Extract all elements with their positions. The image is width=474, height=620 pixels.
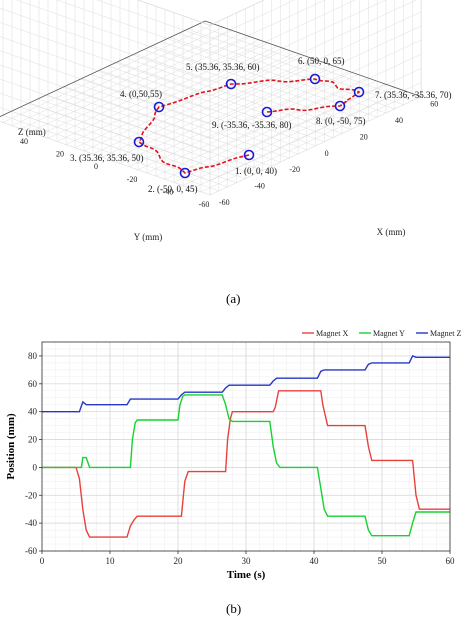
wall-grid-line [209,82,422,182]
wall-grid-line [0,22,211,97]
wall-grid-line [0,107,211,182]
axis-line-y-edge [0,20,206,118]
y-axis-label: Y (mm) [134,232,162,242]
trajectory-line [137,78,361,174]
floor-grid-line [187,28,404,106]
series-line-magnet-z [42,355,450,413]
wall-grid-line [0,64,211,139]
y-tick-label: -60 [25,546,37,556]
wall-grid-line [209,53,422,153]
x-tick-label: 0 [325,149,329,158]
target-label: 4. (0,50,55) [120,89,162,99]
x-tick-label: 20 [174,556,184,566]
wall-grid-line [56,0,211,54]
floor-grid-line [20,30,233,130]
x-tick-label: 30 [242,556,252,566]
series-line-magnet-x [42,390,450,538]
y-tick-label: -20 [25,490,37,500]
target-marker [179,167,191,179]
y-tick-label: 40 [28,407,38,417]
x-tick-label: 40 [395,116,403,125]
y-axis-label: Position (mm) [5,413,17,480]
x-tick-label: -40 [254,182,265,191]
legend-label: Magnet X [316,329,348,338]
y-tick-label: -60 [199,200,210,209]
target-label: 8. (0, -50, 75) [316,116,366,126]
target-marker [353,86,365,98]
target-marker [261,106,273,118]
y-tick-label: -40 [163,187,174,196]
trajectory-3d-chart: 3040506070806040200-20-40-60-60-40-20020… [0,0,452,242]
wall-grid-line [0,78,211,153]
target-label: 3. (35.36, 35.36, 50) [70,153,144,163]
panel-a-label: (a) [226,291,241,306]
z-axis-label: Z (mm) [18,127,46,137]
position-time-chart: 0 10 20 30 40 50 60 -60 -40 -20 0 20 40 60 80 Time (s) P… [5,329,461,581]
y-tick-label: 20 [56,150,64,159]
x-tick-label: 0 [40,556,45,566]
target-label: 5. (35.36, 35.36, 60) [186,62,260,72]
wall-grid-line [209,0,326,54]
x-tick-label: 20 [360,132,368,141]
floor-grid-line [29,33,242,133]
x-axis-label: Time (s) [227,569,266,581]
y-tick-label: -40 [25,518,37,528]
wall-grid-line [209,0,356,68]
wall-grid-line [0,36,211,111]
x-tick-label: 10 [106,556,116,566]
wall-grid-line [209,0,417,97]
x-tick-label: 50 [378,556,388,566]
x-tick-label: -60 [219,198,230,207]
floor-grid-line [169,37,387,114]
floor-grid-line [101,58,314,158]
wall-grid-line [209,0,387,83]
y-tick-label: 0 [94,162,98,171]
wall-grid-line [0,92,211,167]
wall-grid-line [209,11,422,111]
series-line-magnet-y [42,394,450,537]
target-marker [133,136,145,148]
wall-grid-line [0,121,211,196]
x-axis-label: X (mm) [377,227,406,237]
legend-label: Magnet Y [373,329,405,338]
x-tick-label: 40 [310,556,320,566]
wall-grid-line [0,50,211,125]
target-label: 1. (0, 0, 40) [235,166,277,176]
floor-grid-line [196,24,413,101]
y-tick-label: 80 [28,351,38,361]
wall-grid-line [96,0,211,40]
wall-grid-line [209,96,422,196]
wall-grid-line [209,0,296,40]
y-tick-label: 20 [28,435,38,445]
wall-grid-line [0,8,211,83]
x-tick-label: 60 [430,100,438,109]
target-label: 6. (50, 0, 65) [298,56,345,66]
legend: Magnet X Magnet Y Magnet Z [302,329,461,338]
x-tick-label: -20 [289,165,300,174]
box-top-edge [209,0,266,26]
target-label: 2. (-50, 0, 45) [148,184,198,194]
target-marker [225,78,237,90]
y-tick-label: 40 [20,137,28,146]
target-marker [153,101,165,113]
floor-grid-line [11,27,224,126]
target-marker [243,149,255,161]
target-label: 9. (-35.36, -35.36, 80) [212,120,292,130]
target-label: 7. (35.36, -35.36, 70) [375,90,452,100]
wall-grid-line [209,39,422,139]
floor-grid-line [108,65,325,142]
y-tick-label: 0 [33,462,38,472]
wall-grid-line [15,0,211,68]
y-tick-label: -20 [127,175,138,184]
wall-grid-line [137,0,211,26]
legend-label: Magnet Z [430,329,461,338]
panel-b-label: (b) [226,601,242,616]
box-top-edge [136,0,211,26]
target-marker [309,73,321,85]
floor-grid-line [2,23,215,123]
y-tick-label: 60 [28,379,38,389]
axis-line-x-edge [205,20,422,97]
x-tick-label: 60 [446,556,456,566]
target-marker [334,100,346,112]
